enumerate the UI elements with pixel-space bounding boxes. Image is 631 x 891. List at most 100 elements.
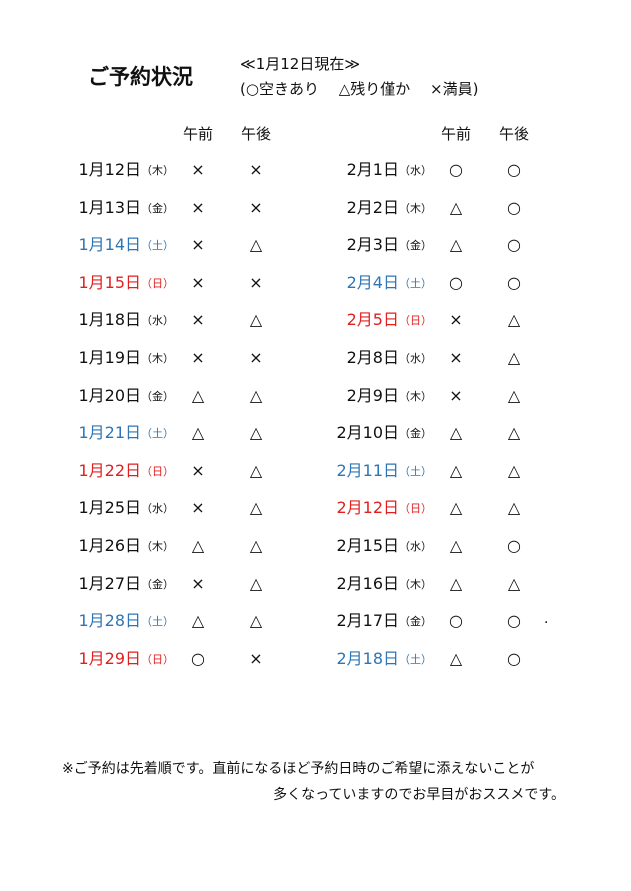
column-header: 午後 — [498, 125, 530, 143]
weekday: （木） — [399, 577, 432, 591]
footer-note: 多くなっていますのでお早目がおススメです。 — [273, 787, 565, 803]
date: 2月17日 — [336, 611, 399, 631]
date: 2月15日 — [336, 536, 399, 555]
pm-status: △ — [249, 498, 263, 518]
am-status: △ — [191, 536, 205, 555]
am-status: × — [191, 498, 205, 518]
am-status: △ — [449, 498, 463, 518]
am-status: △ — [191, 385, 205, 405]
am-status: ○ — [191, 648, 205, 668]
date: 2月1日 — [346, 160, 399, 179]
date: 1月25日 — [78, 498, 141, 518]
pm-status: × — [249, 272, 263, 292]
weekday: （木） — [141, 540, 174, 553]
date: 2月8日 — [346, 348, 399, 367]
weekday: （金） — [399, 427, 432, 441]
date: 1月20日 — [78, 385, 141, 405]
date: 2月10日 — [336, 423, 399, 443]
pm-status: △ — [249, 385, 263, 405]
stray-mark: . — [544, 611, 549, 627]
pm-status: △ — [507, 423, 521, 443]
am-status: × — [191, 272, 205, 292]
weekday: （土） — [141, 239, 174, 253]
am-status: ○ — [449, 272, 463, 292]
weekday: （木） — [141, 164, 174, 177]
weekday: （土） — [141, 615, 174, 629]
weekday: （日） — [141, 652, 174, 666]
am-status: ○ — [449, 611, 463, 631]
pm-status: △ — [507, 310, 521, 330]
pm-status: × — [249, 348, 263, 367]
date: 2月2日 — [346, 197, 399, 217]
pm-status: △ — [249, 235, 263, 255]
weekday: （金） — [399, 615, 432, 629]
weekday: （水） — [399, 352, 432, 365]
date: 2月4日 — [346, 272, 399, 292]
date: 1月28日 — [78, 611, 141, 631]
date: 1月29日 — [78, 648, 141, 668]
am-status: △ — [449, 235, 463, 255]
weekday: （土） — [399, 276, 432, 290]
date: 1月27日 — [78, 573, 141, 593]
am-status: △ — [449, 460, 463, 480]
date: 1月12日 — [78, 160, 141, 179]
am-status: × — [191, 348, 205, 367]
date: 1月19日 — [78, 348, 141, 367]
as-of: ≪1月12日現在≫ — [240, 55, 361, 73]
am-status: △ — [191, 611, 205, 631]
date: 2月18日 — [336, 648, 399, 668]
pm-status: △ — [507, 460, 521, 480]
am-status: × — [191, 573, 205, 593]
pm-status: △ — [249, 460, 263, 480]
pm-status: × — [249, 197, 263, 217]
footer-note: ※ご予約は先着順です。直前になるほど予約日時のご希望に添えないことが — [62, 761, 535, 777]
date: 1月18日 — [78, 310, 141, 330]
date: 1月26日 — [78, 536, 141, 555]
weekday: （日） — [399, 314, 432, 328]
pm-status: △ — [249, 611, 263, 631]
pm-status: △ — [507, 573, 521, 593]
pm-status: × — [249, 648, 263, 668]
weekday: （水） — [399, 164, 432, 177]
date: 1月15日 — [78, 272, 141, 292]
pm-status: ○ — [507, 272, 521, 292]
date: 2月16日 — [336, 573, 399, 593]
date: 2月12日 — [336, 498, 399, 518]
date: 1月13日 — [78, 197, 141, 217]
am-status: × — [449, 385, 463, 405]
date: 1月21日 — [78, 423, 141, 443]
weekday: （金） — [141, 577, 174, 591]
weekday: （日） — [141, 464, 174, 478]
am-status: × — [191, 460, 205, 480]
am-status: × — [191, 310, 205, 330]
date: 1月14日 — [78, 235, 141, 255]
legend: (○空きあり △残り僅か ×満員) — [240, 80, 479, 98]
weekday: （木） — [399, 389, 432, 403]
title: ご予約状況 — [88, 65, 193, 89]
pm-status: △ — [249, 536, 263, 555]
date: 2月11日 — [336, 460, 399, 480]
weekday: （木） — [141, 352, 174, 365]
pm-status: ○ — [507, 648, 521, 668]
am-status: △ — [449, 197, 463, 217]
am-status: × — [191, 160, 205, 179]
column-header: 午前 — [182, 125, 214, 143]
am-status: △ — [191, 423, 205, 443]
pm-status: ○ — [507, 160, 521, 179]
column-header: 午前 — [440, 125, 472, 143]
pm-status: △ — [249, 310, 263, 330]
column-header: 午後 — [240, 125, 272, 143]
weekday: （日） — [399, 502, 432, 516]
weekday: （日） — [141, 276, 174, 290]
am-status: △ — [449, 536, 463, 555]
am-status: △ — [449, 573, 463, 593]
pm-status: △ — [507, 348, 521, 367]
weekday: （土） — [141, 427, 174, 441]
pm-status: △ — [507, 498, 521, 518]
pm-status: ○ — [507, 197, 521, 217]
weekday: （水） — [141, 314, 174, 328]
am-status: × — [449, 310, 463, 330]
weekday: （木） — [399, 201, 432, 215]
pm-status: △ — [249, 423, 263, 443]
